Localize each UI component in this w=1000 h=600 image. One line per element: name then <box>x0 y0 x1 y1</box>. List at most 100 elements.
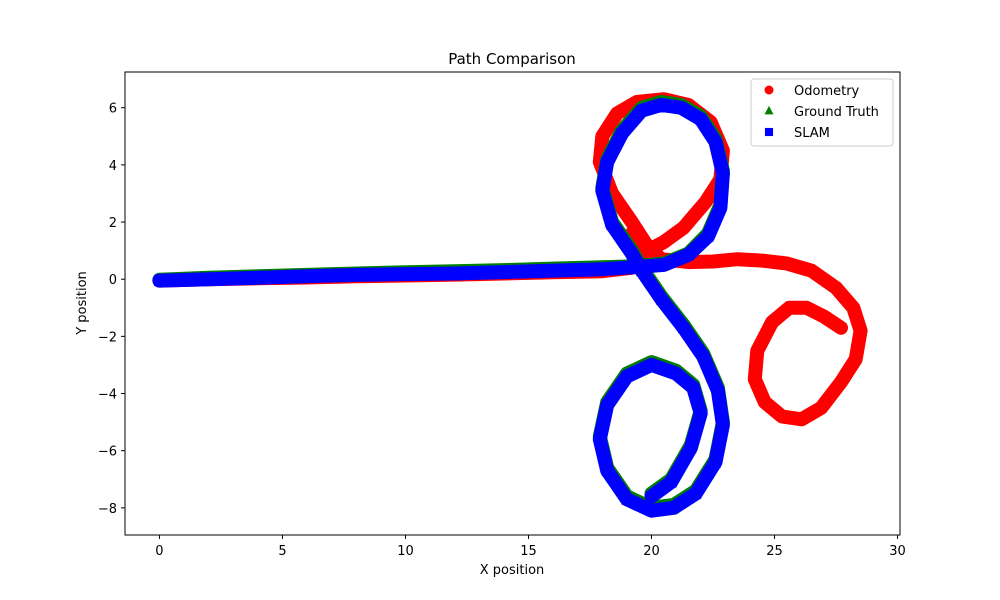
x-axis-label: X position <box>480 563 545 578</box>
data-point <box>350 269 362 281</box>
data-point <box>636 105 648 116</box>
data-point <box>849 353 862 366</box>
legend-box <box>750 78 894 147</box>
data-point <box>675 102 687 114</box>
series-path <box>152 95 730 515</box>
data-point <box>626 248 638 259</box>
data-point <box>699 196 712 209</box>
data-point <box>702 230 714 242</box>
data-point <box>697 350 709 362</box>
data-point <box>780 257 793 270</box>
data-point <box>621 370 633 382</box>
data-point <box>601 399 613 411</box>
data-point <box>601 156 613 168</box>
data-point <box>690 488 702 499</box>
data-point <box>800 301 813 314</box>
data-point <box>817 310 830 323</box>
data-point <box>655 99 667 111</box>
legend: Odometry Ground Truth SLAM <box>750 78 894 147</box>
data-point <box>547 265 559 277</box>
data-point <box>252 272 264 284</box>
y-tick-label: −4 <box>98 388 117 403</box>
x-tick-label: 20 <box>643 544 660 559</box>
data-point <box>687 382 699 394</box>
data-point <box>766 316 779 329</box>
legend-marker <box>764 127 774 137</box>
data-point <box>154 275 165 287</box>
legend-marker <box>764 105 774 115</box>
y-tick-label: −6 <box>98 445 117 460</box>
data-point <box>695 408 707 419</box>
data-point <box>594 433 606 445</box>
legend-label: Odometry <box>794 84 860 99</box>
data-point <box>670 368 682 379</box>
data-point <box>596 130 609 143</box>
data-point <box>805 264 818 277</box>
data-point <box>683 249 694 261</box>
data-point <box>731 253 744 266</box>
data-point <box>678 322 689 334</box>
data-point <box>636 265 648 277</box>
data-point <box>717 419 729 431</box>
legend-label: Ground Truth <box>794 105 879 120</box>
data-point <box>601 465 613 477</box>
data-point <box>830 281 843 294</box>
data-point <box>714 202 726 214</box>
data-point <box>717 168 729 179</box>
data-point <box>695 113 707 125</box>
data-point <box>751 344 764 357</box>
data-point <box>677 221 690 234</box>
x-axis: 0 5 10 15 20 25 30 <box>155 535 906 559</box>
y-tick-label: −8 <box>98 502 117 517</box>
x-tick-label: 15 <box>520 544 537 559</box>
x-tick-label: 5 <box>278 544 286 559</box>
plot-area <box>152 92 868 518</box>
data-point <box>834 321 847 334</box>
data-point <box>628 261 640 273</box>
data-point <box>665 476 677 488</box>
data-point <box>854 324 867 337</box>
y-tick-label: 6 <box>109 102 117 117</box>
data-point <box>646 505 657 517</box>
y-tick-label: 4 <box>109 159 117 174</box>
data-point <box>685 442 697 454</box>
data-point <box>616 128 628 139</box>
data-point <box>775 410 788 423</box>
data-point <box>668 502 680 514</box>
data-point <box>847 301 860 314</box>
data-point <box>815 401 828 414</box>
data-point <box>658 259 670 271</box>
y-tick-label: 2 <box>109 216 117 231</box>
legend-marker <box>764 85 774 95</box>
data-point <box>611 107 624 120</box>
x-tick-label: 0 <box>155 544 163 559</box>
data-point <box>596 263 608 275</box>
series-path <box>152 92 868 427</box>
plot-frame <box>124 71 901 536</box>
data-point <box>712 385 724 397</box>
data-point <box>606 219 618 231</box>
data-point <box>646 359 657 371</box>
y-axis-label: Y position <box>75 271 90 336</box>
data-point <box>596 185 608 197</box>
data-point <box>795 413 808 426</box>
legend-label: SLAM <box>794 126 830 141</box>
y-tick-label: 0 <box>109 273 117 288</box>
data-point <box>625 216 638 229</box>
data-point <box>498 266 510 278</box>
y-tick-label: −2 <box>98 330 117 345</box>
data-point <box>758 396 771 409</box>
data-point <box>400 268 411 280</box>
chart-title: Path Comparison <box>448 50 576 68</box>
series-ground-truth <box>152 95 730 515</box>
x-tick-label: 25 <box>766 544 783 559</box>
series-slam <box>152 97 730 518</box>
x-tick-label: 30 <box>889 544 906 559</box>
data-point <box>834 376 847 389</box>
data-point <box>657 236 670 249</box>
data-point <box>301 270 313 282</box>
data-point <box>748 373 761 386</box>
data-point <box>655 293 667 305</box>
data-point <box>710 456 721 468</box>
